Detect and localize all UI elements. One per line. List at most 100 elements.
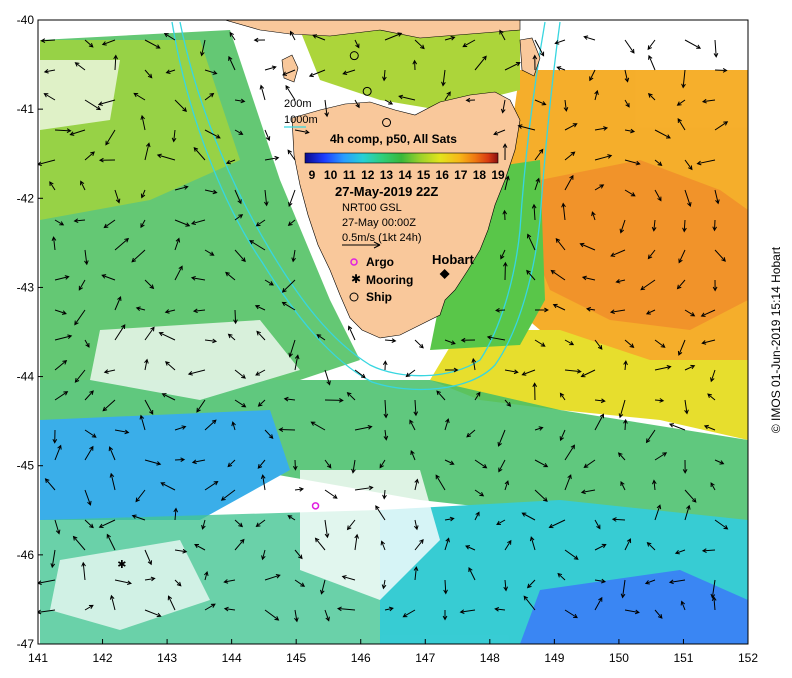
current-arrow	[234, 519, 244, 528]
current-arrow	[594, 398, 606, 404]
current-arrow	[624, 69, 630, 83]
current-arrow	[156, 153, 176, 161]
current-arrow	[583, 35, 596, 41]
current-arrow	[382, 489, 387, 500]
current-arrow	[54, 360, 68, 371]
current-arrow	[465, 97, 476, 103]
current-arrow	[324, 459, 332, 469]
current-arrow	[500, 249, 506, 260]
sst-yellow-band	[430, 330, 748, 440]
current-arrow	[114, 296, 122, 311]
current-arrow	[383, 429, 389, 441]
current-arrow	[354, 39, 360, 49]
current-arrow	[287, 219, 296, 226]
lon-tick-label: 144	[222, 651, 242, 665]
current-arrow	[249, 240, 266, 251]
current-arrow	[701, 98, 716, 104]
current-arrow	[624, 99, 630, 108]
current-arrow	[347, 325, 356, 341]
current-arrow	[414, 339, 424, 349]
current-arrow	[714, 459, 725, 465]
current-arrow	[504, 480, 510, 491]
current-arrow	[441, 69, 446, 87]
current-arrow	[703, 424, 716, 431]
colorbar-tick-label: 12	[361, 168, 375, 182]
current-arrow	[294, 354, 300, 371]
current-arrow	[594, 413, 604, 431]
current-arrow	[191, 459, 206, 465]
current-arrow	[193, 146, 206, 161]
argo-marker	[311, 502, 320, 510]
current-arrow	[405, 369, 416, 378]
current-arrow	[714, 189, 720, 205]
current-arrow	[564, 549, 579, 560]
current-arrow	[651, 219, 657, 232]
current-arrow	[140, 189, 146, 199]
current-arrow	[229, 31, 236, 41]
current-arrow	[158, 331, 176, 341]
argo-legend-icon	[350, 258, 358, 266]
current-arrow	[103, 369, 116, 374]
current-arrow	[624, 609, 640, 615]
current-arrow	[196, 399, 206, 413]
lat-tick-label: -41	[17, 102, 35, 116]
current-arrow	[654, 504, 662, 521]
current-arrow	[165, 69, 176, 74]
current-arrow	[379, 459, 386, 469]
current-arrow	[38, 609, 56, 615]
current-arrow	[78, 279, 86, 291]
current-arrow	[51, 236, 57, 251]
current-arrow	[114, 237, 130, 251]
current-arrow	[534, 489, 548, 502]
current-arrow	[354, 369, 366, 379]
current-arrow	[711, 596, 717, 611]
current-arrow	[714, 519, 729, 530]
sst-field	[40, 30, 748, 644]
current-arrow	[444, 516, 455, 522]
current-arrow	[384, 606, 394, 612]
current-arrow	[354, 99, 360, 109]
current-arrow	[294, 579, 306, 587]
current-arrow	[160, 482, 176, 491]
current-arrow	[548, 519, 566, 529]
current-arrow	[668, 579, 686, 585]
current-arrow	[133, 92, 146, 101]
current-arrow	[84, 519, 94, 529]
current-arrow	[645, 429, 656, 444]
current-arrow	[294, 609, 299, 623]
lon-tick-label: 142	[93, 651, 113, 665]
current-arrow	[556, 66, 566, 71]
current-arrow	[526, 233, 536, 251]
current-arrow	[114, 429, 130, 435]
current-arrow	[564, 368, 582, 374]
current-arrow	[54, 275, 70, 281]
hobart-label: Hobart	[432, 252, 475, 267]
current-arrow	[84, 151, 95, 161]
current-arrow	[465, 545, 476, 551]
current-arrow	[192, 308, 206, 314]
current-arrow	[52, 429, 58, 444]
current-arrow	[564, 174, 574, 191]
current-arrow	[84, 604, 94, 611]
current-arrow	[167, 595, 176, 611]
lon-tick-label: 145	[286, 651, 306, 665]
isobath-contours	[171, 21, 561, 391]
current-arrow	[624, 39, 635, 54]
current-arrow	[84, 390, 94, 401]
current-arrow	[73, 218, 86, 224]
current-arrow	[98, 157, 116, 163]
colorbar-tick-label: 14	[398, 168, 412, 182]
current-arrow	[174, 425, 187, 431]
current-arrow	[496, 519, 506, 525]
current-arrow	[164, 309, 176, 314]
current-arrow	[223, 606, 236, 612]
current-arrow	[383, 399, 389, 419]
sst-warm-core	[530, 160, 748, 330]
current-arrow	[38, 579, 56, 585]
current-arrow	[712, 279, 718, 292]
current-arrow	[341, 575, 356, 581]
current-arrow	[234, 98, 246, 104]
current-arrow	[97, 99, 116, 106]
current-arrow	[648, 54, 656, 71]
current-arrow	[611, 517, 626, 522]
